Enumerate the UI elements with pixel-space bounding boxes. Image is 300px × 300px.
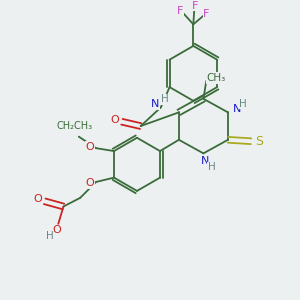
Text: CH₂CH₃: CH₂CH₃: [56, 121, 92, 130]
Text: O: O: [110, 115, 119, 125]
Text: N: N: [201, 157, 209, 166]
Text: O: O: [52, 225, 61, 235]
Text: N: N: [151, 99, 159, 110]
Text: H: H: [46, 231, 53, 241]
Text: H: H: [161, 94, 169, 104]
Text: O: O: [33, 194, 42, 204]
Text: H: H: [208, 162, 215, 172]
Text: S: S: [255, 135, 263, 148]
Text: F: F: [177, 6, 184, 16]
Text: F: F: [192, 1, 198, 10]
Text: H: H: [239, 99, 247, 109]
Text: F: F: [203, 9, 209, 19]
Text: O: O: [85, 142, 94, 152]
Text: CH₃: CH₃: [207, 73, 226, 83]
Text: N: N: [232, 104, 241, 114]
Text: O: O: [85, 178, 94, 188]
